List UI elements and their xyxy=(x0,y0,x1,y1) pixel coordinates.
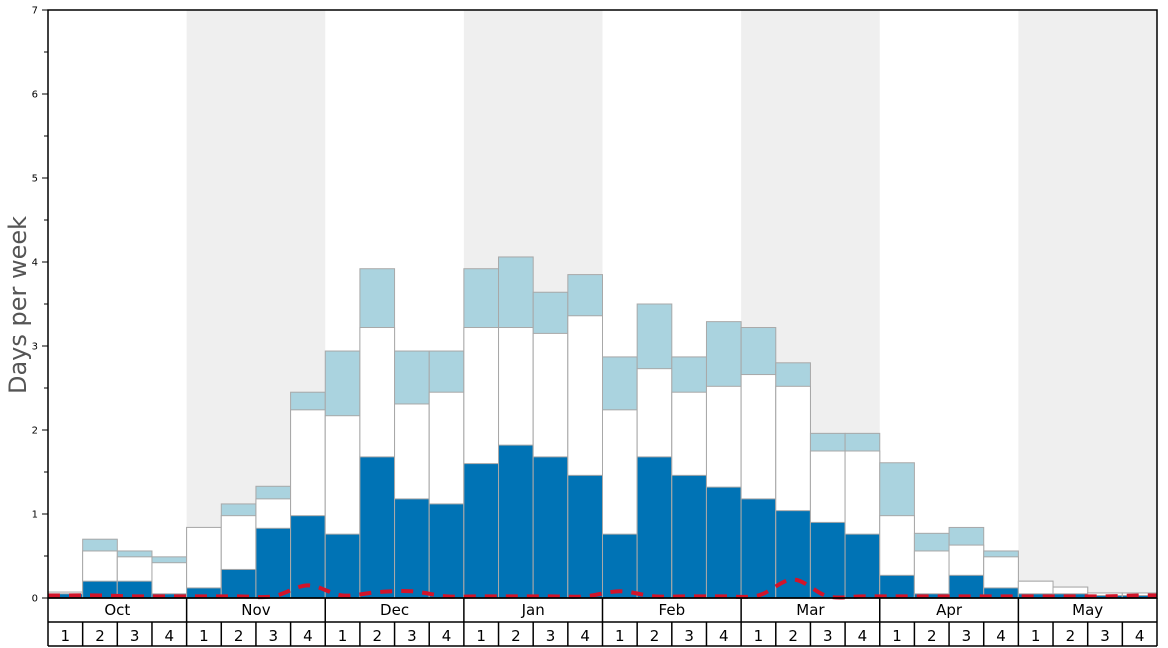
week-label: 4 xyxy=(580,627,590,645)
bar-dark xyxy=(636,456,673,599)
y-tick-label: 7 xyxy=(32,6,38,17)
y-tick-label: 4 xyxy=(32,258,38,269)
month-label: Feb xyxy=(659,601,686,619)
month-label: Nov xyxy=(241,601,270,619)
bar-dark xyxy=(498,444,534,599)
bar-dark xyxy=(324,533,361,599)
week-label: 3 xyxy=(684,627,694,645)
week-label: 4 xyxy=(442,627,452,645)
week-label: 3 xyxy=(268,627,278,645)
bar-dark xyxy=(359,456,396,599)
y-tick-label: 1 xyxy=(32,510,38,521)
bar-dark xyxy=(809,521,846,599)
y-tick-label: 3 xyxy=(32,342,38,353)
week-label: 3 xyxy=(1100,627,1110,645)
week-label: 3 xyxy=(407,627,417,645)
month-label: Dec xyxy=(380,601,409,619)
week-label: 3 xyxy=(130,627,140,645)
bar-dark xyxy=(844,533,881,599)
month-label: Mar xyxy=(796,601,825,619)
bar-dark xyxy=(463,463,500,599)
bar-dark xyxy=(705,486,742,599)
average-line-layer xyxy=(47,577,1158,600)
week-label: 2 xyxy=(650,627,660,645)
bar-white xyxy=(913,550,950,599)
bar-dark xyxy=(220,568,257,599)
week-label: 3 xyxy=(823,627,833,645)
week-label: 3 xyxy=(962,627,972,645)
bar-dark xyxy=(428,503,465,599)
week-label: 2 xyxy=(234,627,244,645)
y-axis-label: Days per week xyxy=(4,216,32,394)
week-label: 4 xyxy=(858,627,868,645)
month-label: May xyxy=(1072,601,1103,619)
week-label: 1 xyxy=(61,627,71,645)
bar-dark xyxy=(602,533,638,599)
week-label: 4 xyxy=(1135,627,1145,645)
month-label: Oct xyxy=(104,601,130,619)
week-label: 2 xyxy=(927,627,937,645)
week-label: 1 xyxy=(199,627,209,645)
bar-white xyxy=(186,526,222,599)
x-axis-layer: Oct Nov Dec Jan Feb Mar Apr May 1 2 3 4 1 2 3 4 1 2 3 4 1 2 3 4… xyxy=(47,597,1158,647)
week-label: 2 xyxy=(511,627,521,645)
month-label: Jan xyxy=(521,601,545,619)
bar-white xyxy=(151,562,188,599)
week-label: 3 xyxy=(546,627,556,645)
week-label: 4 xyxy=(996,627,1006,645)
y-tick-label: 2 xyxy=(32,426,38,437)
bar-dark xyxy=(740,498,777,599)
week-label: 2 xyxy=(788,627,798,645)
bars-layer xyxy=(47,256,1158,599)
week-label: 4 xyxy=(303,627,313,645)
week-label: 2 xyxy=(1066,627,1076,645)
bar-dark xyxy=(255,527,292,599)
y-tick-label: 0 xyxy=(32,594,38,605)
week-label: 4 xyxy=(165,627,175,645)
y-tick-label: 5 xyxy=(32,174,38,185)
week-label: 1 xyxy=(615,627,625,645)
week-label: 1 xyxy=(476,627,486,645)
week-label: 2 xyxy=(372,627,382,645)
average-line xyxy=(47,577,1158,600)
week-label: 1 xyxy=(1031,627,1041,645)
month-shade xyxy=(1018,10,1157,598)
week-label: 1 xyxy=(338,627,348,645)
week-label: 1 xyxy=(754,627,764,645)
bar-dark xyxy=(671,474,707,599)
month-label: Apr xyxy=(936,601,963,619)
bar-dark xyxy=(532,456,569,599)
bar-dark xyxy=(567,474,603,599)
y-tick-label: 6 xyxy=(32,90,38,101)
week-label: 2 xyxy=(95,627,105,645)
week-label: 4 xyxy=(719,627,729,645)
week-label: 1 xyxy=(892,627,902,645)
bar-dark xyxy=(394,498,430,599)
y-axis-ticks: 0 1 2 3 4 5 6 7 xyxy=(32,6,48,605)
